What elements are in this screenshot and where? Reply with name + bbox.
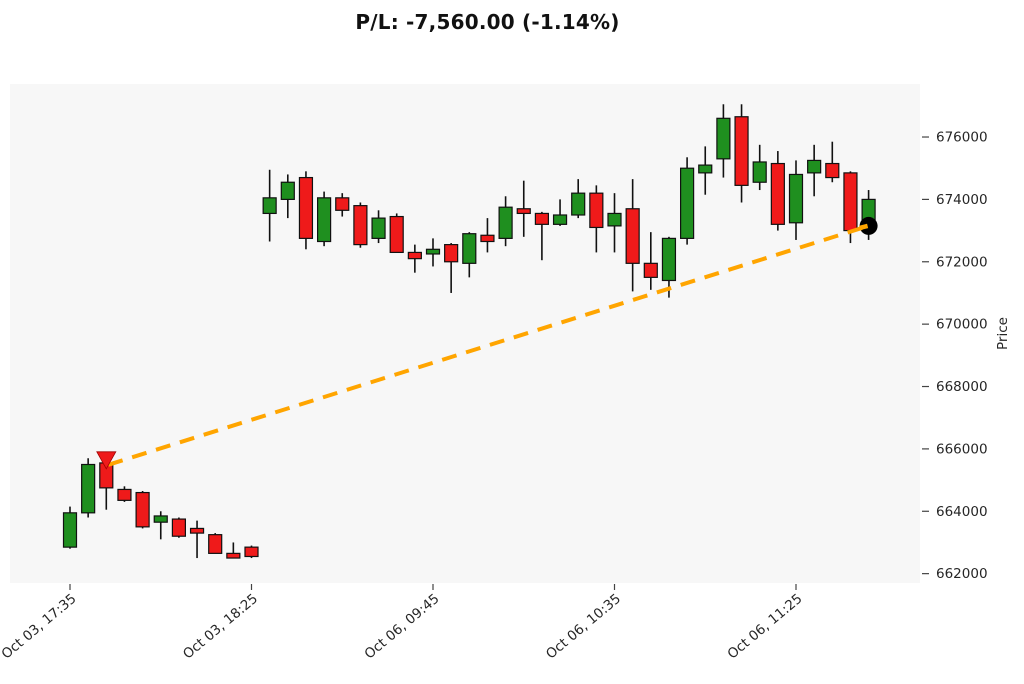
candle-up bbox=[371, 217, 386, 239]
candle-down bbox=[625, 208, 640, 264]
y-tick-label: 676000 bbox=[936, 130, 988, 146]
x-tick-label: Oct 03, 17:35 bbox=[0, 591, 80, 663]
y-tick-label: 666000 bbox=[936, 441, 988, 457]
candle-down bbox=[171, 518, 186, 537]
candle-up bbox=[81, 463, 96, 514]
candle-up bbox=[317, 197, 332, 243]
candle-up bbox=[571, 192, 586, 216]
candle-up bbox=[552, 214, 568, 225]
current-position-marker bbox=[859, 216, 878, 235]
candle-up bbox=[607, 212, 622, 227]
y-tick-label: 668000 bbox=[936, 379, 988, 395]
y-axis-title: Price bbox=[995, 317, 1011, 350]
candle-down bbox=[298, 176, 314, 239]
candle-up bbox=[153, 515, 168, 523]
chart-title: P/L: -7,560.00 (-1.14%) bbox=[355, 10, 620, 34]
x-tick-label: Oct 03, 18:25 bbox=[180, 591, 261, 663]
candle-down bbox=[353, 205, 368, 246]
candle-down bbox=[226, 552, 241, 559]
y-tick-label: 674000 bbox=[936, 192, 988, 208]
plot-area bbox=[10, 84, 920, 583]
candle-up bbox=[280, 181, 295, 200]
candle-down bbox=[189, 527, 205, 534]
candle-down bbox=[117, 488, 132, 501]
y-tick-label: 662000 bbox=[936, 566, 988, 582]
candle-down bbox=[335, 197, 350, 211]
y-tick-label: 672000 bbox=[936, 254, 988, 270]
candle-up bbox=[807, 159, 822, 174]
y-tick-label: 664000 bbox=[936, 504, 988, 520]
candle-down bbox=[389, 215, 404, 254]
entry-marker bbox=[96, 451, 117, 470]
candle-up bbox=[262, 197, 277, 215]
candle-up bbox=[679, 167, 695, 239]
candle-up bbox=[498, 206, 513, 239]
candle-up bbox=[462, 233, 477, 264]
candle-down bbox=[643, 262, 658, 278]
candle-down bbox=[135, 491, 150, 528]
candle-down bbox=[589, 192, 604, 229]
candle-down bbox=[825, 162, 840, 179]
candle-up bbox=[62, 512, 78, 548]
y-tick-label: 670000 bbox=[936, 317, 988, 333]
candle-up bbox=[698, 164, 713, 174]
candle-up bbox=[716, 117, 731, 160]
candle-down bbox=[734, 116, 749, 186]
candle-up bbox=[788, 173, 804, 224]
candle-down bbox=[843, 172, 858, 232]
candle-down bbox=[480, 234, 495, 243]
x-tick-label: Oct 06, 09:45 bbox=[362, 591, 443, 663]
trade-line-end-dash bbox=[859, 223, 869, 231]
x-tick-label: Oct 06, 10:35 bbox=[543, 591, 624, 663]
candle-down bbox=[444, 244, 459, 263]
candle-down bbox=[208, 534, 223, 554]
candle-down bbox=[407, 251, 422, 260]
candle-down bbox=[770, 162, 785, 225]
candle-down bbox=[534, 212, 550, 225]
candle-up bbox=[861, 198, 876, 221]
candle-up bbox=[752, 161, 767, 183]
candle-down bbox=[244, 546, 259, 558]
x-tick-label: Oct 06, 11:25 bbox=[725, 591, 806, 663]
candle-up bbox=[661, 237, 677, 282]
candle-up bbox=[425, 248, 441, 255]
trade-line bbox=[107, 223, 870, 467]
candle-down bbox=[516, 208, 531, 215]
